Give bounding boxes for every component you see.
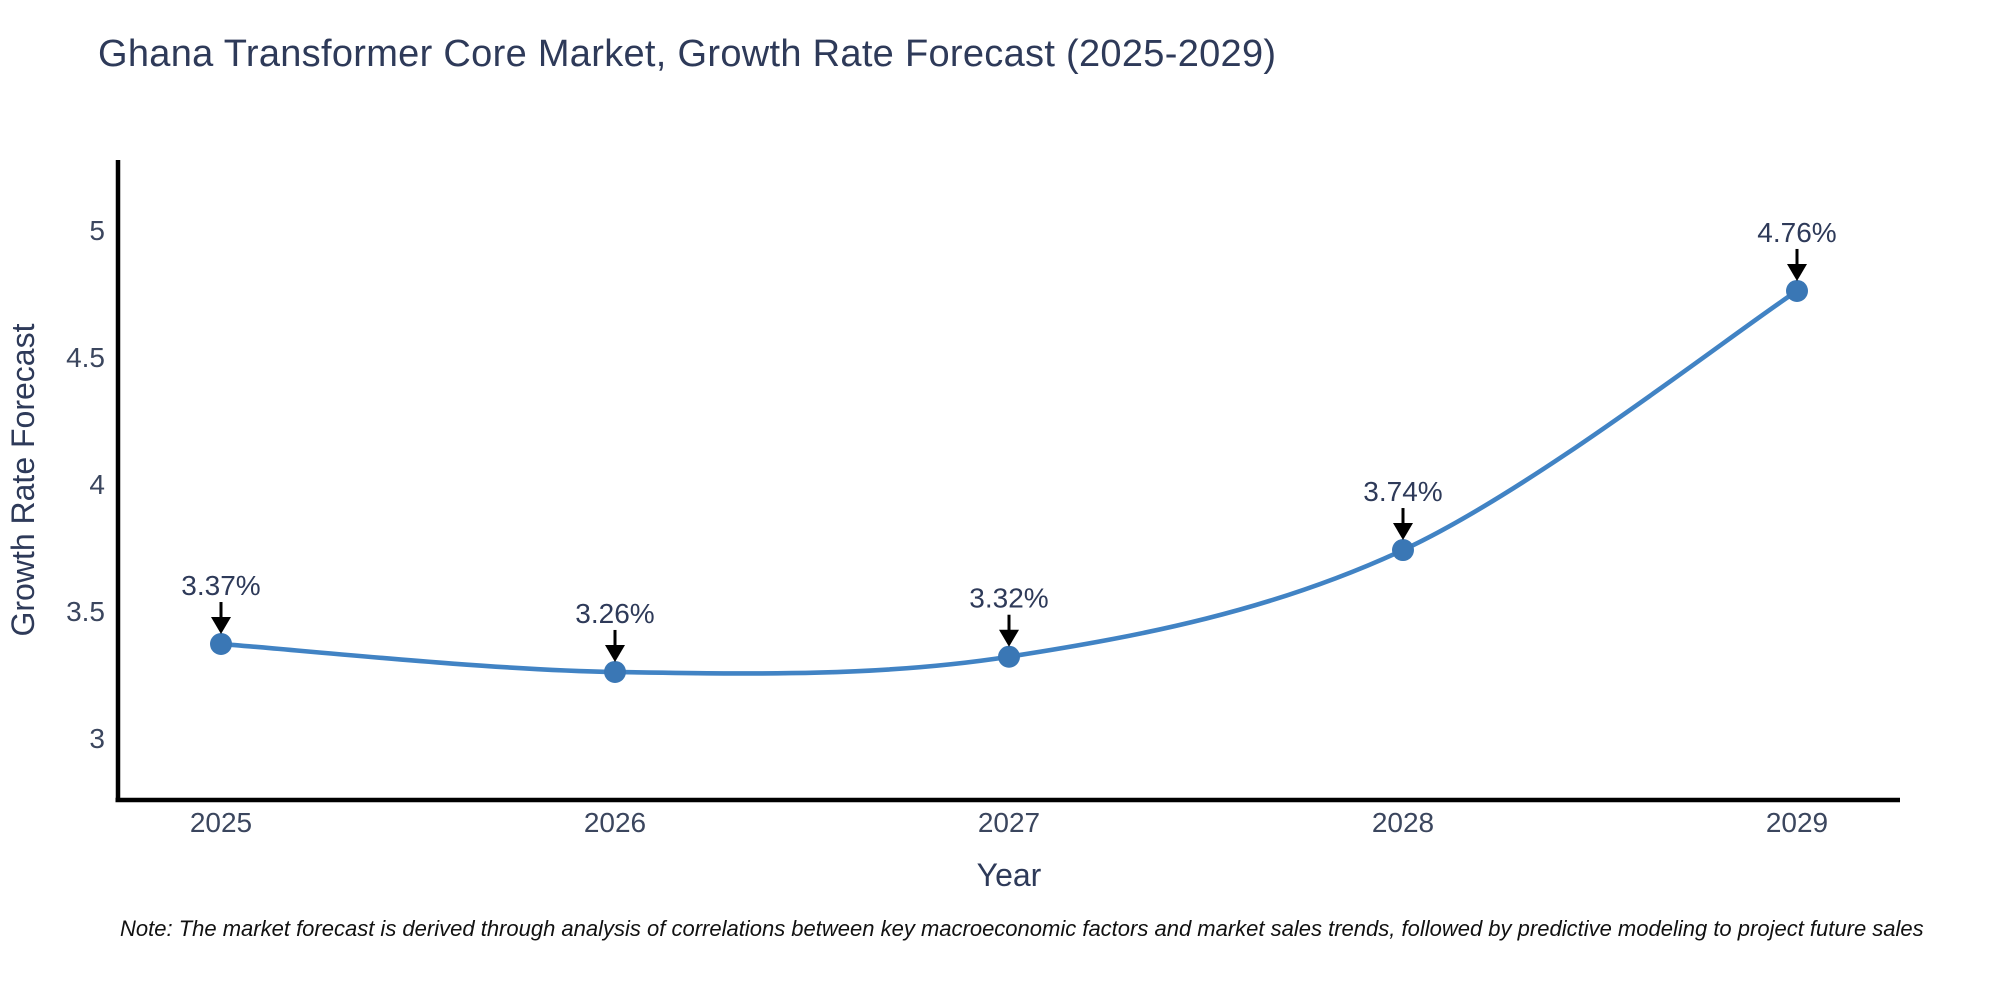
chart-footnote: Note: The market forecast is derived thr… [120, 916, 1924, 941]
y-tick-label: 4 [89, 469, 105, 500]
annotation-arrow-head [605, 644, 625, 662]
annotation-arrow-head [999, 629, 1019, 647]
annotation-arrow-head [1787, 263, 1807, 281]
data-point-marker [210, 633, 232, 656]
annotation-label: 4.76% [1757, 217, 1836, 248]
annotation-label: 3.32% [969, 583, 1048, 614]
x-tick-label: 2028 [1372, 807, 1434, 838]
annotation-arrow-head [1393, 523, 1413, 541]
x-tick-label: 2025 [190, 807, 252, 838]
y-axis-title: Growth Rate Forecast [5, 323, 41, 636]
annotation-arrow-head [211, 617, 231, 635]
annotation-label: 3.26% [575, 598, 654, 629]
x-tick-label: 2026 [584, 807, 646, 838]
y-tick-label: 3 [89, 723, 105, 754]
data-point-marker [998, 645, 1020, 668]
x-tick-label: 2029 [1766, 807, 1828, 838]
data-point-marker [1786, 279, 1808, 302]
annotation-label: 3.37% [181, 570, 260, 601]
x-tick-label: 2027 [978, 807, 1040, 838]
data-point-marker [604, 660, 626, 683]
data-point-marker [1392, 539, 1414, 562]
annotation-label: 3.74% [1363, 476, 1442, 507]
y-tick-label: 3.5 [66, 596, 105, 627]
y-tick-label: 5 [89, 215, 105, 246]
x-axis-title: Year [977, 857, 1042, 893]
y-tick-label: 4.5 [66, 342, 105, 373]
chart-title: Ghana Transformer Core Market, Growth Ra… [98, 33, 1277, 75]
